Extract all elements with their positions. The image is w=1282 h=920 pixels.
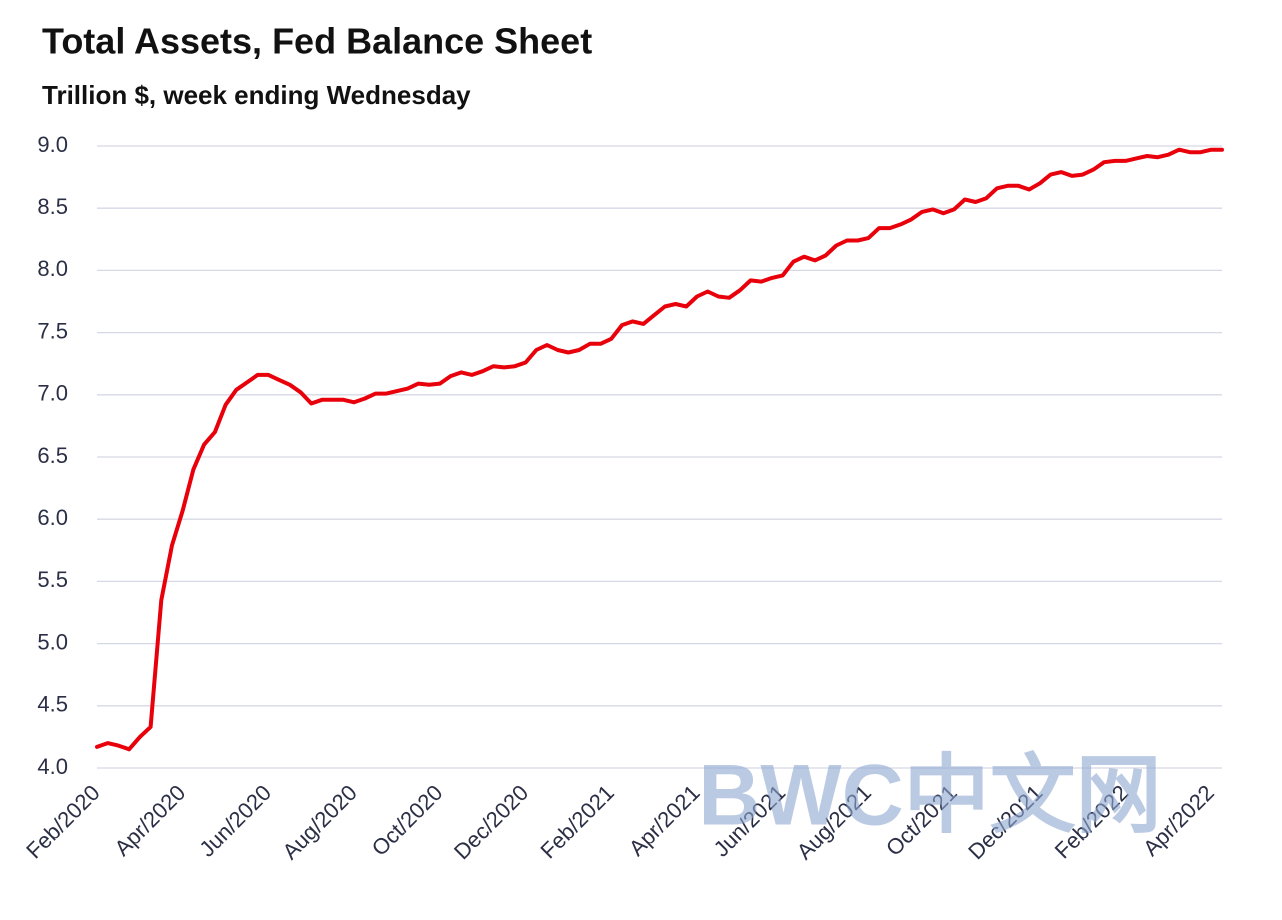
y-tick-label: 4.5 [37,692,68,717]
y-tick-label: 5.0 [37,629,68,654]
y-tick-label: 7.0 [37,381,68,406]
x-tick-label: Oct/2020 [367,780,448,861]
watermark: BWC中文网 [698,748,1161,844]
x-tick-label: Dec/2020 [449,780,533,864]
y-tick-label: 6.0 [37,505,68,530]
x-tick-label: Feb/2021 [536,780,619,863]
chart-subtitle: Trillion $, week ending Wednesday [42,80,471,110]
data-line [95,147,1224,752]
chart-title: Total Assets, Fed Balance Sheet [42,21,592,62]
x-tick-label: Aug/2020 [277,780,361,864]
y-tick-label: 7.5 [37,318,68,343]
x-tick-label: Feb/2020 [21,780,104,863]
x-tick-label: Apr/2020 [110,780,191,861]
y-tick-label: 4.0 [37,754,68,779]
y-tick-label: 8.0 [37,256,68,281]
y-tick-label: 8.5 [37,194,68,219]
y-tick-label: 5.5 [37,567,68,592]
y-tick-label: 6.5 [37,443,68,468]
y-tick-label: 9.0 [37,132,68,157]
x-tick-label: Jun/2020 [194,780,276,862]
x-tick-label: Apr/2021 [624,780,705,861]
